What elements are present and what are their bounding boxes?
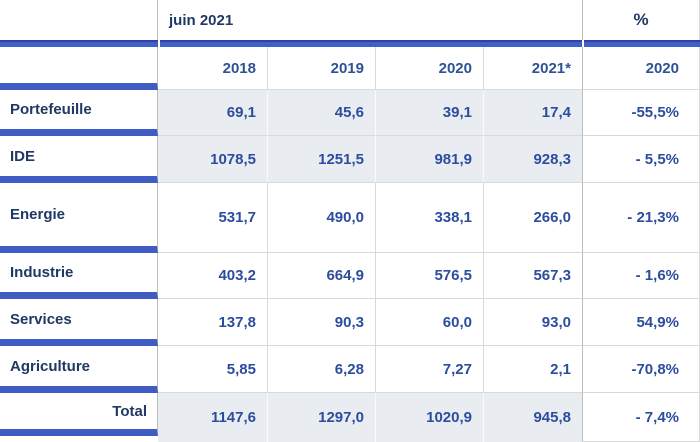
- value-cell: 1297,0: [267, 393, 375, 442]
- divider-bar-left: [0, 40, 158, 47]
- percent-cell: - 7,4%: [582, 393, 700, 442]
- value-cell: 2,1: [483, 346, 582, 393]
- percent-cell: -55,5%: [582, 90, 700, 136]
- divider-bar-right: [584, 40, 700, 47]
- percent-header: %: [582, 0, 700, 40]
- row-label-agriculture: Agriculture: [0, 346, 158, 393]
- value-cell: 981,9: [375, 136, 483, 183]
- percent-cell: - 21,3%: [582, 183, 700, 253]
- value-cell: 403,2: [158, 253, 267, 299]
- year-header-2018: 2018: [158, 47, 267, 90]
- value-cell: 137,8: [158, 299, 267, 346]
- value-cell: 93,0: [483, 299, 582, 346]
- value-cell: 567,3: [483, 253, 582, 299]
- value-cell: 90,3: [267, 299, 375, 346]
- year-header-2020: 2020: [375, 47, 483, 90]
- value-cell: 6,28: [267, 346, 375, 393]
- value-cell: 1147,6: [158, 393, 267, 442]
- value-cell: 338,1: [375, 183, 483, 253]
- value-cell: 945,8: [483, 393, 582, 442]
- value-cell: 490,0: [267, 183, 375, 253]
- row-label-energie: Energie: [0, 183, 158, 253]
- value-cell: 1078,5: [158, 136, 267, 183]
- value-cell: 39,1: [375, 90, 483, 136]
- row-label-total: Total: [0, 393, 158, 436]
- period-header: juin 2021: [169, 11, 234, 29]
- divider-bar-middle: [160, 40, 582, 47]
- percent-subheader: 2020: [582, 47, 700, 90]
- value-cell: 45,6: [267, 90, 375, 136]
- percent-cell: - 1,6%: [582, 253, 700, 299]
- row-label-portefeuille: Portefeuille: [0, 90, 158, 136]
- corner-cell: [0, 0, 158, 40]
- row-label-industrie: Industrie: [0, 253, 158, 299]
- row-label-services: Services: [0, 299, 158, 346]
- value-cell: 576,5: [375, 253, 483, 299]
- percent-cell: 54,9%: [582, 299, 700, 346]
- value-cell: 7,27: [375, 346, 483, 393]
- year-header-2021: 2021*: [483, 47, 582, 90]
- value-cell: 664,9: [267, 253, 375, 299]
- percent-cell: -70,8%: [582, 346, 700, 393]
- label-header-empty: [0, 47, 158, 90]
- value-cell: 17,4: [483, 90, 582, 136]
- value-cell: 928,3: [483, 136, 582, 183]
- value-cell: 531,7: [158, 183, 267, 253]
- value-cell: 266,0: [483, 183, 582, 253]
- value-cell: 69,1: [158, 90, 267, 136]
- value-cell: 1251,5: [267, 136, 375, 183]
- year-header-2019: 2019: [267, 47, 375, 90]
- value-cell: 60,0: [375, 299, 483, 346]
- value-cell: 1020,9: [375, 393, 483, 442]
- percent-cell: - 5,5%: [582, 136, 700, 183]
- row-label-ide: IDE: [0, 136, 158, 183]
- value-cell: 5,85: [158, 346, 267, 393]
